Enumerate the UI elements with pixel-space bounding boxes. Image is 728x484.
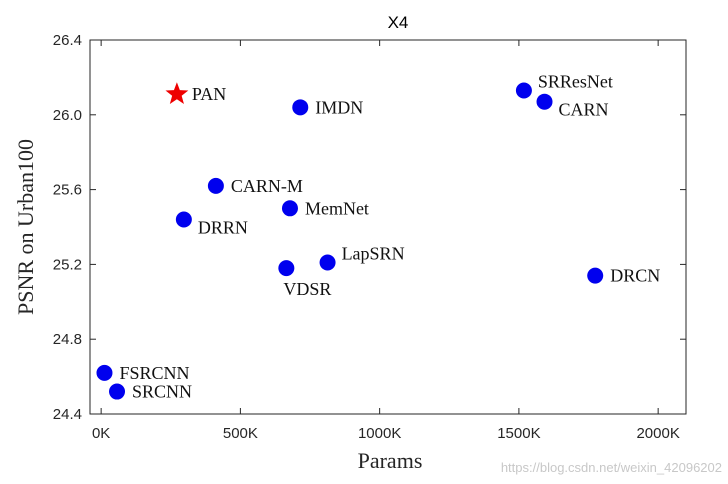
point-memnet: [281, 200, 298, 217]
x-tick-label: 1500K: [497, 425, 540, 442]
chart-title: X4: [388, 13, 409, 32]
x-axis: 0K 500K 1000K 1500K 2000K: [92, 40, 680, 442]
y-tick-label: 26.4: [53, 32, 82, 49]
y-tick-label: 25.6: [53, 182, 82, 199]
point-star-pan: [165, 82, 189, 104]
point-vdsr: [278, 260, 295, 277]
point-label-lapsrn: LapSRN: [342, 244, 405, 264]
point-srcnn: [109, 383, 126, 400]
y-tick-label: 24.4: [53, 406, 82, 423]
point-fsrcnn: [96, 364, 113, 381]
point-label-drcn: DRCN: [610, 266, 660, 286]
x-tick-label: 1000K: [358, 425, 401, 442]
point-carn-m: [207, 177, 224, 194]
x-tick-label: 2000K: [636, 425, 679, 442]
y-axis-label: PSNR on Urban100: [13, 139, 38, 315]
point-label-srcnn: SRCNN: [132, 382, 192, 402]
point-label-carn: CARN: [559, 100, 609, 120]
y-axis: 24.4 24.8 25.2 25.6 26.0 26.4: [53, 32, 686, 423]
point-label-fsrcnn: FSRCNN: [119, 363, 189, 383]
point-label-memnet: MemNet: [305, 198, 369, 218]
point-label-vdsr: VDSR: [283, 279, 331, 299]
x-axis-label: Params: [358, 448, 423, 473]
plot-area-frame: [89, 39, 687, 415]
point-label-srresnet: SRResNet: [538, 71, 613, 91]
x-tick-label: 500K: [223, 425, 258, 442]
y-tick-label: 26.0: [53, 107, 82, 124]
point-srresnet: [515, 82, 532, 99]
point-label-imdn: IMDN: [315, 97, 363, 117]
point-drcn: [587, 267, 604, 284]
point-label-carn-m: CARN-M: [231, 176, 303, 196]
point-imdn: [292, 99, 309, 116]
x-tick-label: 0K: [92, 425, 110, 442]
point-lapsrn: [319, 254, 336, 271]
point-label-drrn: DRRN: [198, 218, 248, 238]
y-tick-label: 24.8: [53, 331, 82, 348]
point-label-pan: PAN: [192, 84, 226, 104]
point-carn: [536, 93, 553, 110]
y-tick-label: 25.2: [53, 256, 82, 273]
point-drrn: [175, 211, 192, 228]
watermark: https://blog.csdn.net/weixin_42096202: [501, 460, 722, 475]
